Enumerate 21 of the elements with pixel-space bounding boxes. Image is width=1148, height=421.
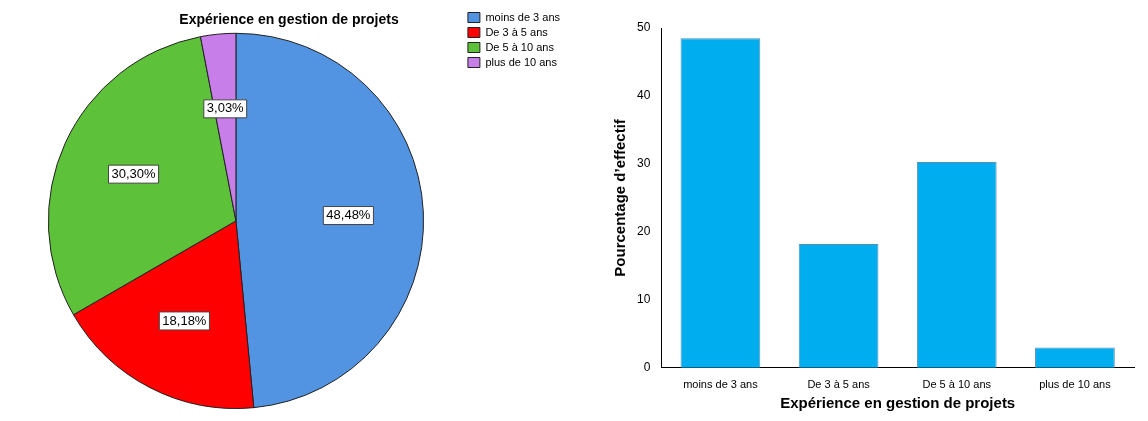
y-axis-title: Pourcentage d’effectif — [611, 118, 629, 277]
legend-label: moins de 3 ans — [485, 10, 561, 23]
x-tick-label: moins de 3 ans — [683, 378, 759, 391]
x-axis-title: Expérience en gestion de projets — [780, 394, 1016, 412]
legend-label: De 3 à 5 ans — [485, 25, 549, 38]
y-tick-label: 20 — [636, 224, 651, 239]
legend-label: plus de 10 ans — [485, 55, 558, 68]
legend-label: De 5 à 10 ans — [485, 40, 555, 53]
data-label: 3,03% — [206, 100, 245, 116]
x-tick-label: plus de 10 ans — [1039, 378, 1112, 391]
y-tick-label: 10 — [636, 292, 651, 307]
x-tick-label: De 5 à 10 ans — [922, 378, 992, 391]
y-tick-label: 50 — [636, 20, 651, 35]
data-label: 48,48% — [326, 207, 371, 223]
data-label: 18,18% — [162, 312, 207, 328]
y-tick-label: 40 — [636, 88, 651, 103]
y-tick-label: 0 — [643, 360, 651, 375]
chart-title: Expérience en gestion de projets — [179, 11, 399, 28]
y-tick-label: 30 — [636, 156, 651, 171]
x-tick-label: De 3 à 5 ans — [807, 378, 871, 391]
data-label: 30,30% — [111, 165, 157, 181]
